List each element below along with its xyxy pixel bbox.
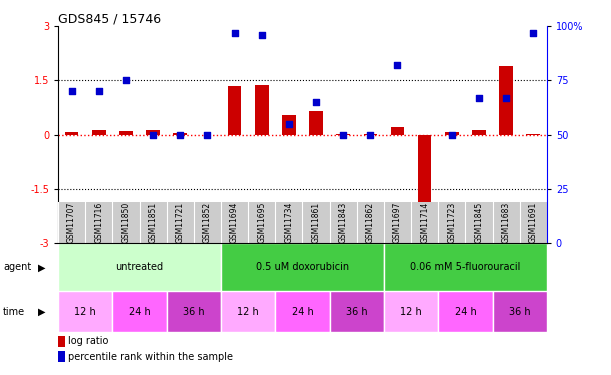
Bar xyxy=(445,132,459,135)
Bar xyxy=(329,291,384,332)
Bar xyxy=(58,291,112,332)
Point xyxy=(202,132,212,138)
Text: 12 h: 12 h xyxy=(237,307,259,317)
Point xyxy=(365,132,375,138)
Text: 36 h: 36 h xyxy=(183,307,205,317)
Bar xyxy=(492,291,547,332)
Text: 24 h: 24 h xyxy=(129,307,150,317)
Bar xyxy=(92,130,106,135)
Text: 36 h: 36 h xyxy=(346,307,368,317)
Bar xyxy=(174,133,187,135)
Text: ▶: ▶ xyxy=(38,307,45,317)
Point xyxy=(67,88,76,94)
Bar xyxy=(384,243,547,291)
Bar xyxy=(58,243,221,291)
Point xyxy=(257,32,266,38)
Text: 24 h: 24 h xyxy=(291,307,313,317)
Point xyxy=(284,121,294,127)
Text: 24 h: 24 h xyxy=(455,307,476,317)
Bar xyxy=(527,134,540,135)
Point xyxy=(529,30,538,36)
Point xyxy=(94,88,104,94)
Bar xyxy=(364,134,377,135)
Text: GDS845 / 15746: GDS845 / 15746 xyxy=(58,12,161,25)
Point xyxy=(501,95,511,101)
Text: 0.5 uM doxorubicin: 0.5 uM doxorubicin xyxy=(256,262,349,272)
Text: 0.06 mM 5-fluorouracil: 0.06 mM 5-fluorouracil xyxy=(410,262,521,272)
Bar xyxy=(309,111,323,135)
Bar xyxy=(418,135,431,231)
Bar xyxy=(119,131,133,135)
Bar xyxy=(221,291,276,332)
Bar xyxy=(276,291,329,332)
Text: 12 h: 12 h xyxy=(75,307,96,317)
Text: 12 h: 12 h xyxy=(400,307,422,317)
Bar xyxy=(146,130,160,135)
Point xyxy=(474,95,484,101)
Point xyxy=(175,132,185,138)
Bar xyxy=(228,86,241,135)
Bar xyxy=(472,130,486,135)
Point xyxy=(148,132,158,138)
Bar xyxy=(221,243,384,291)
Text: percentile rank within the sample: percentile rank within the sample xyxy=(68,352,233,362)
Bar xyxy=(438,291,492,332)
Point xyxy=(420,223,430,229)
Bar xyxy=(255,85,268,135)
Text: untreated: untreated xyxy=(115,262,164,272)
Point xyxy=(311,99,321,105)
Point xyxy=(393,62,403,68)
Bar xyxy=(337,134,350,135)
Text: ▶: ▶ xyxy=(38,262,45,272)
Bar xyxy=(282,115,296,135)
Bar xyxy=(167,291,221,332)
Bar xyxy=(65,132,78,135)
Bar xyxy=(384,291,438,332)
Point xyxy=(230,30,240,36)
Text: time: time xyxy=(3,307,25,317)
Text: 36 h: 36 h xyxy=(509,307,530,317)
Text: log ratio: log ratio xyxy=(68,336,109,346)
Bar xyxy=(499,66,513,135)
Text: agent: agent xyxy=(3,262,31,272)
Point xyxy=(338,132,348,138)
Point xyxy=(121,78,131,84)
Point xyxy=(447,132,456,138)
Bar xyxy=(390,127,404,135)
Bar xyxy=(112,291,167,332)
